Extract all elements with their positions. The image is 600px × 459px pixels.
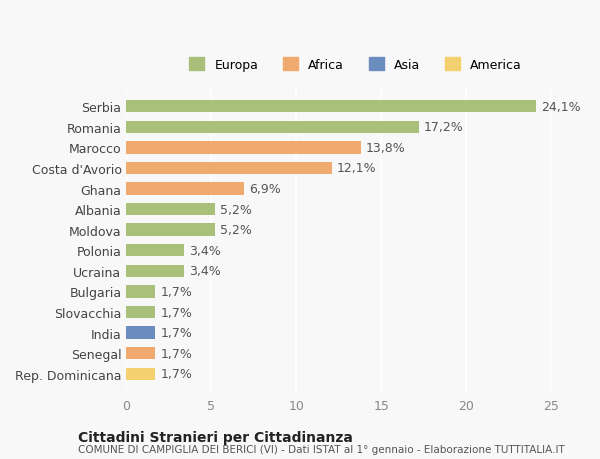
Text: 1,7%: 1,7% <box>160 326 192 339</box>
Text: COMUNE DI CAMPIGLIA DEI BERICI (VI) - Dati ISTAT al 1° gennaio - Elaborazione TU: COMUNE DI CAMPIGLIA DEI BERICI (VI) - Da… <box>78 444 565 454</box>
Text: 1,7%: 1,7% <box>160 347 192 360</box>
Text: 12,1%: 12,1% <box>337 162 377 175</box>
Bar <box>127 101 536 113</box>
Bar <box>127 142 361 154</box>
Text: Cittadini Stranieri per Cittadinanza: Cittadini Stranieri per Cittadinanza <box>78 430 353 444</box>
Bar <box>127 183 244 195</box>
Bar <box>127 121 419 134</box>
Text: 1,7%: 1,7% <box>160 368 192 381</box>
Text: 3,4%: 3,4% <box>189 244 221 257</box>
Bar <box>127 162 332 175</box>
Text: 24,1%: 24,1% <box>541 101 580 113</box>
Bar <box>127 245 184 257</box>
Text: 5,2%: 5,2% <box>220 203 251 216</box>
Bar <box>127 203 215 216</box>
Text: 6,9%: 6,9% <box>248 183 280 196</box>
Text: 5,2%: 5,2% <box>220 224 251 237</box>
Bar <box>127 285 155 298</box>
Bar <box>127 224 215 236</box>
Text: 13,8%: 13,8% <box>366 141 406 155</box>
Bar <box>127 327 155 339</box>
Text: 3,4%: 3,4% <box>189 265 221 278</box>
Text: 1,7%: 1,7% <box>160 306 192 319</box>
Bar <box>127 347 155 359</box>
Bar <box>127 368 155 380</box>
Text: 1,7%: 1,7% <box>160 285 192 298</box>
Bar <box>127 306 155 319</box>
Bar <box>127 265 184 277</box>
Text: 17,2%: 17,2% <box>424 121 463 134</box>
Legend: Europa, Africa, Asia, America: Europa, Africa, Asia, America <box>184 53 527 77</box>
